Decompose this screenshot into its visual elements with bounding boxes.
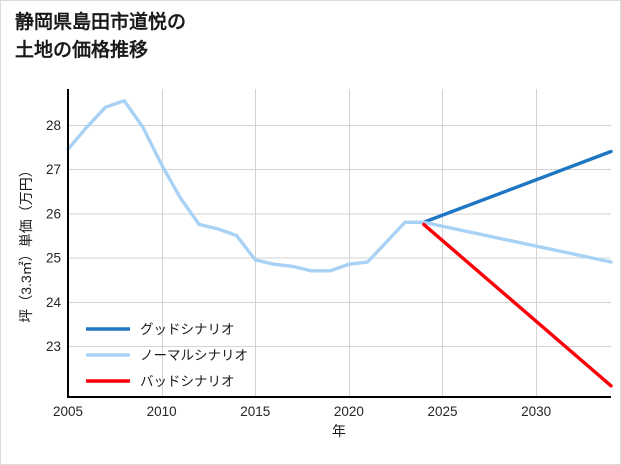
y-tick-labels: 23 24 25 26 27 28 [46,118,62,354]
y-axis-title: 坪（3.3㎡）単価（万円） [18,163,34,322]
x-tick-label: 2010 [147,404,177,419]
y-tick-label: 27 [46,162,61,177]
y-tick-label: 25 [46,251,61,266]
legend-label: ノーマルシナリオ [140,348,248,363]
x-tick-label: 2020 [334,404,364,419]
x-tick-label: 2005 [53,404,83,419]
x-axis-title: 年 [332,423,346,439]
y-tick-label: 24 [46,295,62,310]
legend-label: グッドシナリオ [140,322,235,337]
x-tick-labels: 2005 2010 2015 2020 2025 2030 [53,404,551,419]
series-グッドシナリオ [422,149,613,224]
x-tick-label: 2030 [521,404,551,419]
y-tick-label: 28 [46,118,61,133]
legend-label: バッドシナリオ [140,374,235,389]
series-lines [66,98,613,388]
y-tick-label: 26 [46,206,61,221]
series-バッドシナリオ [422,222,613,388]
chart-title: 静岡県島田市道悦の 土地の価格推移 [15,12,187,61]
y-tick-label: 23 [46,339,61,354]
axis-spines [66,89,611,399]
series-ノーマルシナリオ [66,98,613,273]
x-tick-label: 2025 [427,404,457,419]
x-tick-label: 2015 [240,404,270,419]
